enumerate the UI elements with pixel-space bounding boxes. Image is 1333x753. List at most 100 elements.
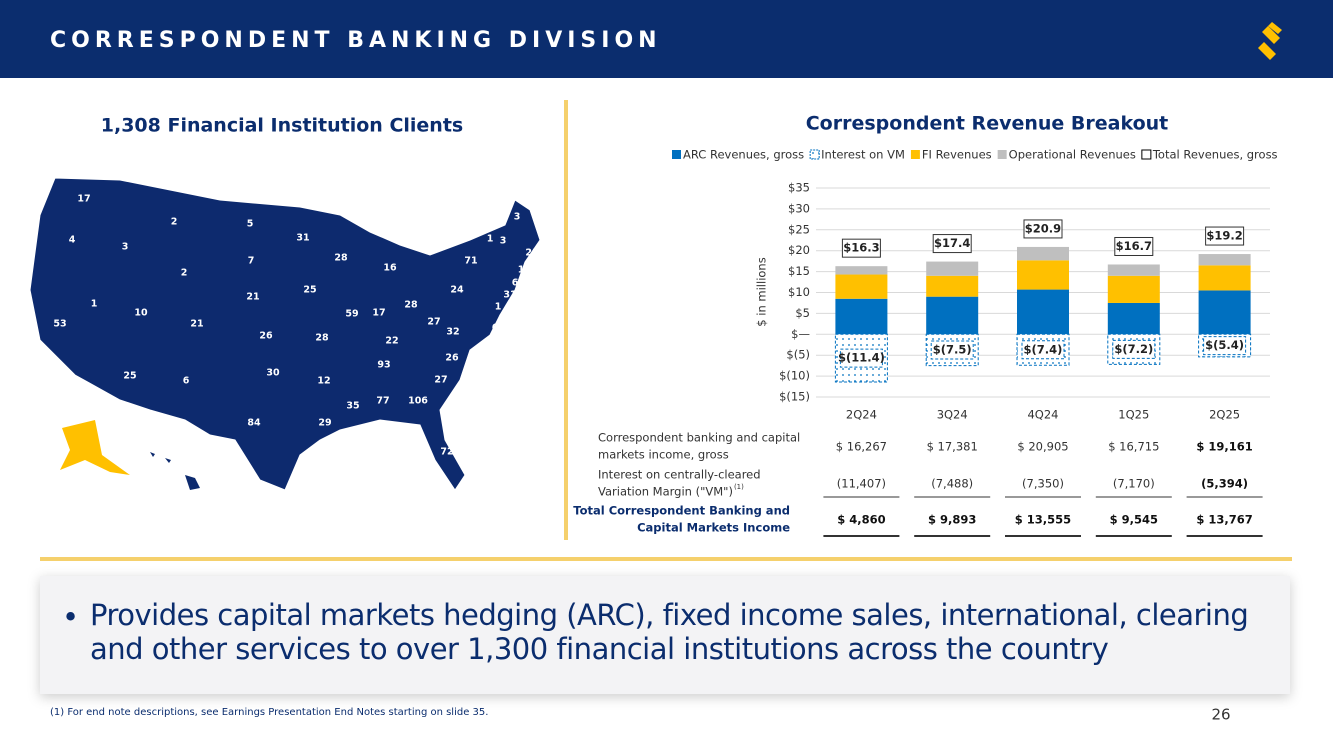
total-label-box bbox=[932, 234, 972, 254]
row-label: Interest on centrally-cleared bbox=[598, 468, 761, 482]
y-tick-label: $(5) bbox=[786, 348, 810, 362]
chart-title: Correspondent Revenue Breakout bbox=[806, 113, 1169, 135]
map-label: 27 bbox=[434, 375, 447, 386]
total-label: $19.2 bbox=[1206, 229, 1242, 243]
total-label: $16.7 bbox=[1116, 239, 1152, 253]
bar-segment bbox=[835, 298, 888, 335]
map-title: 1,308 Financial Institution Clients bbox=[101, 115, 463, 137]
footnote-ref: (1) bbox=[734, 483, 744, 491]
value-label: $(7.4) bbox=[1024, 342, 1063, 356]
map-label: 14 bbox=[207, 463, 221, 474]
map-label: 12 bbox=[317, 376, 330, 387]
map-label: 30 bbox=[266, 368, 280, 379]
map-label: 28 bbox=[315, 333, 329, 344]
legend-swatch bbox=[672, 150, 681, 159]
y-tick-label: $(10) bbox=[779, 369, 810, 383]
table-cell: $ 13,767 bbox=[1196, 513, 1252, 527]
map-label: 3 bbox=[500, 236, 507, 247]
map-label: 24 bbox=[450, 285, 464, 296]
total-label: $17.4 bbox=[934, 236, 970, 250]
map-label: 72 bbox=[440, 447, 453, 458]
table-cell: (7,170) bbox=[1113, 477, 1155, 491]
bar-segment bbox=[835, 274, 888, 299]
row-label: Total Correspondent Banking and bbox=[573, 504, 790, 518]
map-label: 6 bbox=[183, 376, 190, 387]
map-label: 53 bbox=[53, 319, 66, 330]
bullet-box bbox=[40, 576, 1290, 694]
y-tick-label: $(15) bbox=[779, 390, 810, 404]
map-label: 106 bbox=[408, 396, 428, 407]
y-axis-label: $ in millions bbox=[755, 257, 769, 326]
total-label-box bbox=[1205, 226, 1245, 246]
row-label: Capital Markets Income bbox=[637, 521, 790, 535]
map-label: 3 bbox=[514, 212, 521, 223]
map-label: 16 bbox=[383, 263, 397, 274]
map-label: 21 bbox=[190, 319, 203, 330]
total-label: $16.3 bbox=[843, 241, 879, 255]
table-cell: $ 20,905 bbox=[1017, 440, 1068, 454]
table-cell: $ 4,860 bbox=[837, 513, 885, 527]
header-bar bbox=[0, 0, 1333, 78]
bar-segment bbox=[1198, 254, 1251, 266]
table-cell: $ 9,545 bbox=[1110, 513, 1158, 527]
chart: $(15) $(10) $(5) $— $5 $10 $15 $20 $25 $30 $35 ARC … bbox=[672, 148, 1278, 422]
table-cell: (5,394) bbox=[1201, 477, 1248, 491]
bar-segment bbox=[1198, 290, 1251, 335]
map-label: 31 bbox=[503, 290, 516, 301]
legend-swatch bbox=[809, 149, 820, 160]
bullet-marker: • bbox=[62, 600, 79, 634]
logo bbox=[1258, 22, 1282, 60]
map-label: 26 bbox=[259, 331, 273, 342]
table-cell: (7,488) bbox=[931, 477, 973, 491]
map-label: 5 bbox=[247, 219, 254, 230]
map-label: 93 bbox=[377, 360, 390, 371]
y-tick-label: $30 bbox=[788, 201, 810, 215]
map-label: 28 bbox=[404, 300, 418, 311]
x-tick-label: 4Q24 bbox=[1027, 408, 1058, 422]
map-label: 27 bbox=[427, 317, 440, 328]
legend-label: Interest on VM bbox=[821, 148, 905, 162]
x-tick-label: 3Q24 bbox=[937, 408, 968, 422]
bar-segment bbox=[926, 275, 979, 297]
map-label: 21 bbox=[246, 292, 259, 303]
header-title: CORRESPONDENT BANKING DIVISION bbox=[50, 28, 662, 53]
total-label: $20.9 bbox=[1025, 221, 1061, 235]
value-label-box bbox=[839, 348, 883, 368]
map-label: 21 bbox=[525, 248, 538, 259]
map-label: 59 bbox=[345, 309, 358, 320]
row-label: markets income, gross bbox=[598, 448, 729, 462]
value-label-box bbox=[930, 340, 974, 360]
y-tick-label: $— bbox=[791, 327, 810, 341]
bar-segment bbox=[835, 266, 888, 275]
legend-swatch bbox=[910, 150, 920, 159]
y-tick-label: $25 bbox=[788, 222, 810, 236]
map-label: 31 bbox=[296, 233, 309, 244]
value-label-box bbox=[1203, 336, 1247, 356]
map-label: 6 bbox=[492, 323, 499, 334]
map-label: 22 bbox=[385, 336, 398, 347]
map-label: 1 bbox=[487, 234, 494, 245]
map-label: 17 bbox=[77, 194, 90, 205]
value-label: $(7.2) bbox=[1114, 342, 1153, 356]
table-cell: $ 9,893 bbox=[928, 513, 976, 527]
x-tick-label: 1Q25 bbox=[1118, 408, 1149, 422]
total-label-box bbox=[841, 238, 881, 258]
y-tick-label: $5 bbox=[795, 306, 810, 320]
legend-label: ARC Revenues, gross bbox=[683, 148, 804, 162]
map-label: 71 bbox=[464, 256, 477, 267]
footnote: (1) For end note descriptions, see Earni… bbox=[50, 707, 488, 718]
map-label: 32 bbox=[446, 327, 459, 338]
value-label: $(11.4) bbox=[838, 351, 885, 365]
row-label: Variation Margin ("VM") bbox=[598, 485, 733, 499]
legend-swatch bbox=[1141, 149, 1152, 160]
bar-segment bbox=[1107, 302, 1160, 335]
map-label: 84 bbox=[247, 418, 261, 429]
page-number: 26 bbox=[1211, 706, 1230, 724]
value-label: $(7.5) bbox=[933, 342, 972, 356]
bar-segment bbox=[1017, 260, 1069, 290]
map-label: 7 bbox=[248, 256, 255, 267]
map-label: 1 bbox=[518, 265, 525, 276]
legend-label: FI Revenues bbox=[922, 148, 992, 162]
